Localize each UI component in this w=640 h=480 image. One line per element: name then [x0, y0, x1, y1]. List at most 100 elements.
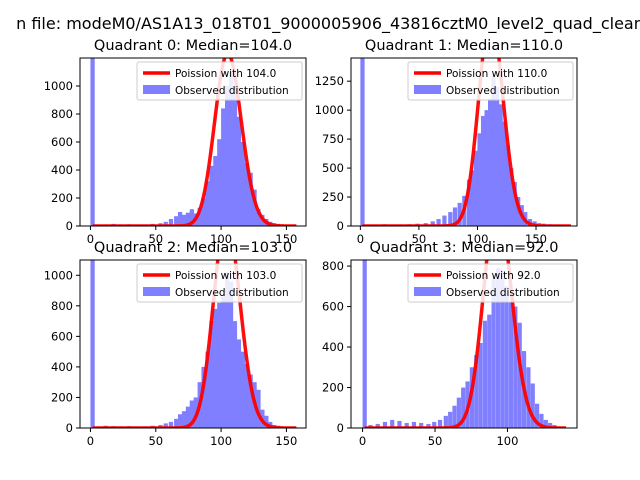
histogram-bar [517, 322, 522, 428]
histogram-bar [375, 423, 380, 428]
quadrant-2-panel: Quadrant 2: Median=103.0 0 50 100 150 0 200 400… [44, 240, 307, 448]
axes-frame [79, 259, 307, 429]
legend-bars-swatch [143, 85, 170, 94]
histogram-bar [457, 202, 462, 226]
y-tick-label: 250 [322, 190, 344, 204]
histogram-bar [491, 75, 496, 226]
histogram-bar [504, 286, 509, 428]
histogram-bar [526, 367, 531, 428]
histogram-bar [548, 422, 553, 428]
x-tick-label: 0 [359, 434, 366, 448]
histogram-bar [181, 411, 187, 428]
y-tick-label: 600 [51, 135, 73, 149]
histogram-bar [473, 150, 479, 226]
legend-bars-swatch [143, 287, 170, 296]
x-tick-label: 50 [148, 434, 163, 448]
y-tick-label: 0 [337, 219, 344, 233]
histogram-bar [404, 422, 409, 428]
histogram-bar [201, 198, 206, 226]
y-tick-label: 200 [51, 191, 73, 205]
histogram-bar [539, 413, 544, 428]
axes-frame [350, 259, 578, 429]
histogram-bar [205, 181, 210, 226]
histogram-bar [448, 411, 453, 428]
histogram-bar [213, 308, 218, 428]
histogram-bar [201, 366, 206, 428]
legend-curve-label: Poission with 104.0 [175, 68, 276, 80]
y-tick-label: 400 [51, 163, 73, 177]
histogram-bar [500, 270, 505, 428]
axes-frame [350, 57, 578, 227]
histogram-bar [397, 420, 402, 428]
histogram-bar [213, 156, 218, 226]
x-tick-label: 50 [412, 232, 427, 246]
histogram-bar [419, 422, 424, 428]
quadrant-0-panel: Quadrant 0: Median=104.0 0 50 100 150 0 200 400… [44, 38, 307, 246]
histogram-bar [228, 72, 234, 226]
y-tick-label: 1250 [315, 74, 344, 88]
y-tick-label: 1000 [315, 103, 344, 117]
legend-box [136, 61, 303, 101]
histogram-bar [244, 363, 249, 428]
histogram-bar [390, 419, 395, 428]
histogram-bar [461, 387, 466, 428]
histogram-bar [163, 221, 168, 226]
histogram-bar [530, 383, 535, 428]
legend-bars-label: Observed distribution [175, 287, 289, 299]
histogram-bar [430, 221, 435, 226]
histogram-bar [482, 320, 488, 428]
y-tick-label: 600 [51, 329, 73, 343]
histogram-bar [209, 321, 214, 428]
y-tick-label: 500 [322, 161, 344, 175]
legend-box [407, 263, 574, 303]
histogram-bar [516, 197, 521, 226]
histogram-bar [225, 272, 230, 428]
histogram-bar [477, 133, 482, 226]
histogram-bar [181, 214, 187, 226]
y-tick-label: 200 [51, 390, 73, 404]
x-tick-label: 100 [496, 434, 518, 448]
histogram-bar [197, 207, 202, 226]
histogram-bar [512, 181, 517, 226]
histogram-bar [256, 209, 261, 226]
legend-bars-label: Observed distribution [446, 85, 560, 97]
legend-curve-label: Poission with 110.0 [446, 68, 547, 80]
histogram-bar [90, 260, 95, 428]
histogram-bar [470, 170, 475, 226]
y-tick-label: 400 [51, 360, 73, 374]
x-tick-label: 100 [210, 232, 232, 246]
histogram-bar [236, 116, 242, 226]
histogram-bar [221, 108, 226, 226]
x-tick-label: 50 [428, 434, 443, 448]
histogram-bar [264, 415, 269, 428]
y-tick-label: 0 [66, 219, 73, 233]
histogram-bar [221, 296, 226, 428]
legend: Poission with 103.0 Observed distribution [136, 263, 303, 303]
histogram-bar [382, 421, 388, 428]
y-tick-label: 750 [322, 132, 344, 146]
panel-title: Quadrant 2: Median=103.0 [94, 240, 292, 256]
legend-bars-label: Observed distribution [175, 85, 289, 97]
histogram-bar [177, 414, 183, 428]
histogram-bar [436, 219, 441, 226]
histogram-bar [543, 419, 548, 428]
histogram-bar [495, 86, 500, 226]
x-tick-label: 100 [466, 232, 488, 246]
legend-curve-label: Poission with 103.0 [175, 270, 276, 282]
y-tick-label: 200 [322, 381, 344, 395]
histogram-bar [232, 321, 238, 428]
histogram-bar [474, 355, 479, 428]
panel-title: Quadrant 1: Median=110.0 [365, 38, 563, 54]
histogram-bar [174, 216, 179, 226]
histogram-bar [443, 415, 448, 428]
histogram-bar [508, 302, 514, 428]
histogram-bar [168, 219, 174, 226]
legend-bars-label: Observed distribution [446, 287, 560, 299]
poisson-curve-line [92, 260, 297, 428]
figure-suptitle: n file: modeM0/AS1A13_018T01_9000005906_… [16, 14, 640, 34]
histogram-bar [432, 421, 437, 428]
x-tick-label: 50 [148, 232, 163, 246]
legend-box [407, 61, 574, 101]
histogram-bar [185, 212, 191, 226]
y-tick-label: 600 [322, 300, 344, 314]
